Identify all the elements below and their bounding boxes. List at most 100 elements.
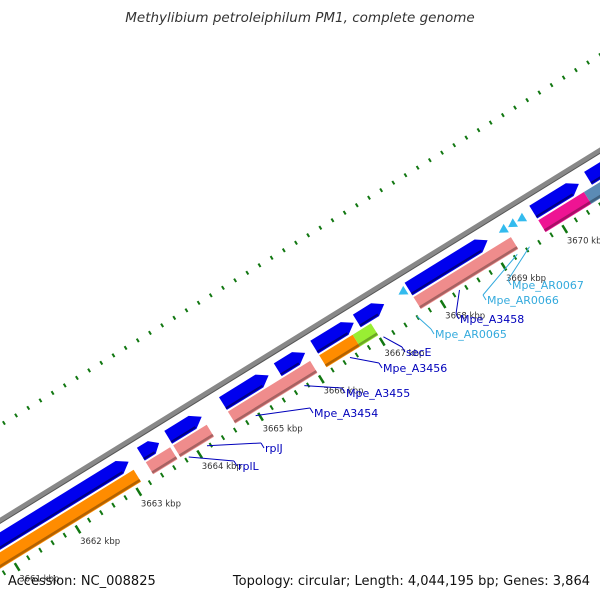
label-leader xyxy=(507,246,530,281)
gene-bar xyxy=(227,360,318,424)
label-leader-end xyxy=(482,294,487,301)
gene-labels: rplLrplJMpe_A3454Mpe_A3455Mpe_A3456secEM… xyxy=(188,246,584,473)
tick-major xyxy=(257,412,264,422)
ring-dot xyxy=(488,120,493,125)
label-leader-end xyxy=(401,346,406,353)
tick-major xyxy=(135,487,143,497)
tick-label: 3663 kbp xyxy=(141,499,181,509)
gene-bar xyxy=(538,192,592,233)
ring-dot xyxy=(354,202,359,208)
ring-dot xyxy=(196,300,201,306)
gene-bar-shadow xyxy=(151,456,178,474)
gene-label: Mpe_AR0065 xyxy=(435,328,507,341)
label-leader-end xyxy=(430,328,435,335)
ring-dot xyxy=(549,82,554,88)
label-leader xyxy=(455,289,460,315)
ring-dot xyxy=(342,210,347,215)
gene-bar-shadow xyxy=(324,343,360,367)
label-leader xyxy=(255,407,311,417)
tick-minor xyxy=(245,419,250,426)
tick-major xyxy=(74,524,82,534)
ring-dot xyxy=(38,398,43,403)
ring-dot xyxy=(525,97,530,103)
tick-minor xyxy=(354,352,360,358)
tick-minor xyxy=(464,284,469,291)
ring-dot xyxy=(14,413,18,418)
ring-dot xyxy=(561,75,566,80)
topology-summary: Topology: circular; Length: 4,044,195 bp… xyxy=(232,574,590,589)
accession-text: Accession: NC_008825 xyxy=(8,574,156,589)
ring-dot xyxy=(318,225,323,230)
ring-dot xyxy=(257,263,262,268)
ring-dot xyxy=(427,157,432,163)
ring-dot xyxy=(135,338,140,343)
gene-bar-shadow xyxy=(233,370,318,423)
tick-minor xyxy=(281,397,286,403)
label-leader-end xyxy=(309,407,314,414)
gene-label: Mpe_AR0066 xyxy=(487,294,559,307)
ring-dot xyxy=(208,293,213,298)
ring-dot xyxy=(306,233,311,238)
tick-minor xyxy=(476,277,481,283)
tick-minor xyxy=(305,382,311,388)
tick-minor xyxy=(62,532,67,538)
tick-label: 3669 kbp xyxy=(506,274,546,284)
ring-dot xyxy=(403,172,408,178)
label-leader-end xyxy=(507,279,512,286)
label-leader xyxy=(304,385,343,389)
tick-minor xyxy=(111,502,116,508)
tick-minor xyxy=(293,389,299,396)
tick-major xyxy=(378,337,386,347)
label-leader-end xyxy=(455,313,460,320)
gene-bar xyxy=(173,424,214,458)
ring-dot xyxy=(330,218,335,223)
cds-arrow xyxy=(404,239,488,296)
label-leader-end xyxy=(378,362,383,369)
trna-arrow xyxy=(508,218,518,228)
feature-tracks[interactable] xyxy=(0,112,600,598)
tick-label: 3667 kbp xyxy=(384,349,424,359)
tick-minor xyxy=(86,517,92,523)
ring-dot xyxy=(26,405,31,411)
ring-dot xyxy=(123,345,128,351)
ring-dot xyxy=(294,240,298,245)
ring-dot xyxy=(586,60,590,65)
ring-dot xyxy=(99,360,104,366)
cds-shadow xyxy=(225,384,263,410)
cds-arrow xyxy=(136,441,160,461)
gene-label: Mpe_A3454 xyxy=(314,407,378,420)
tick-major xyxy=(561,224,569,234)
gene-bar xyxy=(413,237,519,309)
tick-minor xyxy=(403,322,408,328)
ring-dot xyxy=(2,420,6,426)
trna-arrow xyxy=(498,223,509,233)
tick-major xyxy=(13,562,21,572)
backbone-line xyxy=(0,147,600,524)
label-leader xyxy=(188,456,235,462)
ring-dot xyxy=(111,353,116,358)
gene-bar xyxy=(352,323,379,347)
cds-arrow xyxy=(352,303,385,328)
tick-minor xyxy=(366,344,372,351)
gene-label: Mpe_A3458 xyxy=(460,313,524,326)
cds-shadow xyxy=(0,471,123,549)
tick-label: 3664 kbp xyxy=(202,462,242,472)
ring-dot xyxy=(367,195,371,200)
gene-label: rplL xyxy=(238,460,260,473)
cds-shadow xyxy=(359,313,379,327)
ring-dot xyxy=(87,368,92,373)
cds-shadow xyxy=(143,451,156,460)
cds-shadow xyxy=(535,193,574,218)
tick-minor xyxy=(38,547,43,553)
tick-minor xyxy=(147,479,153,486)
label-leader-end xyxy=(341,387,346,394)
cds-arrow xyxy=(529,183,579,219)
backbone-track xyxy=(0,147,600,525)
ring-dot xyxy=(391,180,396,185)
label-leader xyxy=(349,357,380,364)
tick-minor xyxy=(159,472,165,478)
tick-minor xyxy=(452,292,457,298)
label-leader-end xyxy=(233,460,238,467)
tick-minor xyxy=(99,510,104,516)
